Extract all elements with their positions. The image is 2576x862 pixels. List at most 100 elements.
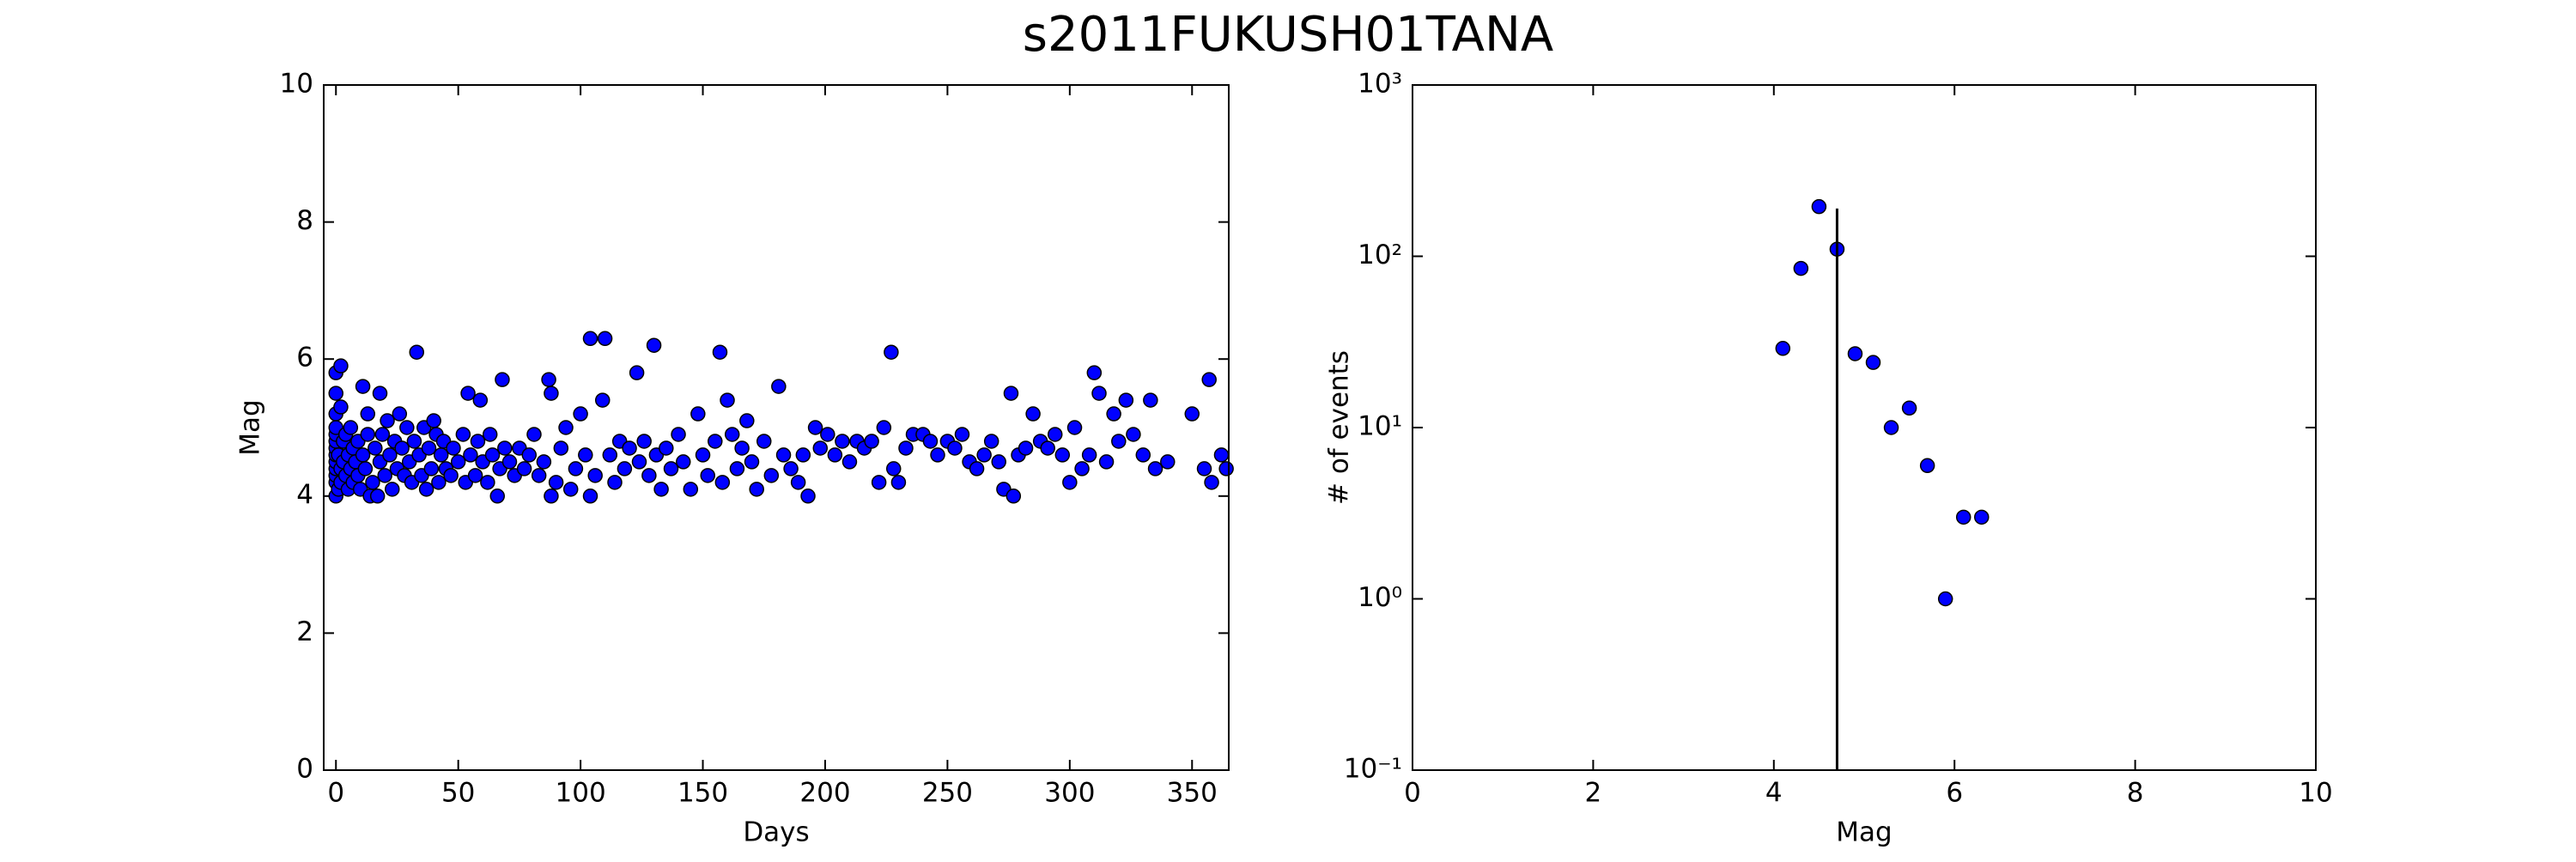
x-tick-label: 150	[677, 778, 728, 809]
point	[1955, 509, 1971, 525]
point	[385, 482, 400, 497]
point	[484, 447, 501, 463]
point	[1213, 447, 1230, 463]
point	[421, 440, 437, 456]
point	[991, 454, 1006, 470]
y-tick-label: 10²	[1358, 240, 1402, 270]
point	[739, 413, 755, 428]
point	[695, 447, 711, 463]
point	[1196, 461, 1212, 477]
y-axis-label: # of events	[1324, 350, 1355, 505]
point	[876, 420, 892, 435]
point	[884, 344, 899, 360]
axes-frame	[323, 84, 1230, 771]
y-axis-label: Mag	[235, 399, 266, 455]
point	[890, 475, 907, 490]
point	[676, 454, 691, 470]
point	[1847, 346, 1863, 361]
point	[333, 358, 349, 373]
y-tick-label: 6	[296, 343, 313, 373]
point	[343, 420, 359, 435]
point	[749, 482, 764, 497]
point	[582, 331, 598, 347]
point	[1018, 440, 1034, 456]
figure-title: s2011FUKUSH01TANA	[1023, 7, 1553, 63]
point	[443, 468, 459, 483]
point	[1098, 454, 1115, 470]
point	[1201, 372, 1217, 387]
point	[712, 344, 728, 360]
point	[1147, 461, 1163, 477]
axes-frame	[1412, 84, 2317, 771]
point	[1086, 365, 1103, 380]
y-tick-label: 10¹	[1358, 411, 1402, 442]
point	[409, 344, 424, 360]
point	[544, 489, 559, 504]
x-tick-label: 8	[2127, 778, 2144, 809]
point	[708, 434, 723, 449]
point	[641, 468, 657, 483]
point	[531, 468, 547, 483]
point	[1775, 341, 1791, 356]
point	[631, 454, 647, 470]
point	[1218, 461, 1234, 477]
x-tick-label: 250	[922, 778, 973, 809]
point	[1054, 447, 1071, 463]
point	[573, 406, 588, 422]
point	[1184, 406, 1200, 422]
x-axis-label: Mag	[1836, 817, 1892, 848]
point	[1081, 447, 1097, 463]
point	[930, 447, 945, 463]
point	[495, 372, 510, 387]
point	[756, 434, 772, 449]
point	[360, 406, 376, 422]
point	[455, 427, 471, 442]
point	[683, 482, 699, 497]
point	[1919, 458, 1935, 474]
point	[714, 475, 731, 490]
x-tick-label: 350	[1167, 778, 1218, 809]
point	[548, 475, 564, 490]
x-tick-label: 2	[1585, 778, 1602, 809]
point	[1062, 475, 1078, 490]
point	[734, 440, 750, 456]
point	[690, 406, 706, 422]
point	[653, 482, 669, 497]
x-tick-label: 100	[556, 778, 606, 809]
point	[636, 434, 652, 449]
point	[922, 434, 939, 449]
point	[659, 440, 674, 456]
point	[536, 454, 552, 470]
point	[841, 454, 858, 470]
point	[646, 337, 662, 353]
point	[467, 468, 483, 483]
point	[1126, 427, 1141, 442]
point	[947, 440, 963, 456]
point	[597, 331, 613, 347]
point	[374, 427, 391, 442]
x-tick-label: 200	[799, 778, 850, 809]
point	[724, 427, 740, 442]
point	[369, 489, 386, 504]
point	[983, 434, 999, 449]
point	[954, 427, 970, 442]
x-tick-label: 0	[327, 778, 344, 809]
point	[328, 385, 343, 401]
point	[423, 461, 440, 477]
point	[671, 427, 686, 442]
point	[333, 399, 349, 415]
point	[463, 447, 478, 463]
point	[602, 447, 618, 463]
point	[763, 468, 780, 483]
point	[1974, 509, 1990, 525]
point	[582, 489, 598, 504]
point	[406, 434, 422, 449]
point	[526, 427, 542, 442]
point	[392, 406, 408, 422]
point	[1204, 475, 1219, 490]
y-tick-label: 10⁰	[1358, 582, 1402, 613]
point	[795, 447, 811, 463]
point	[1143, 392, 1158, 408]
point	[460, 385, 476, 401]
